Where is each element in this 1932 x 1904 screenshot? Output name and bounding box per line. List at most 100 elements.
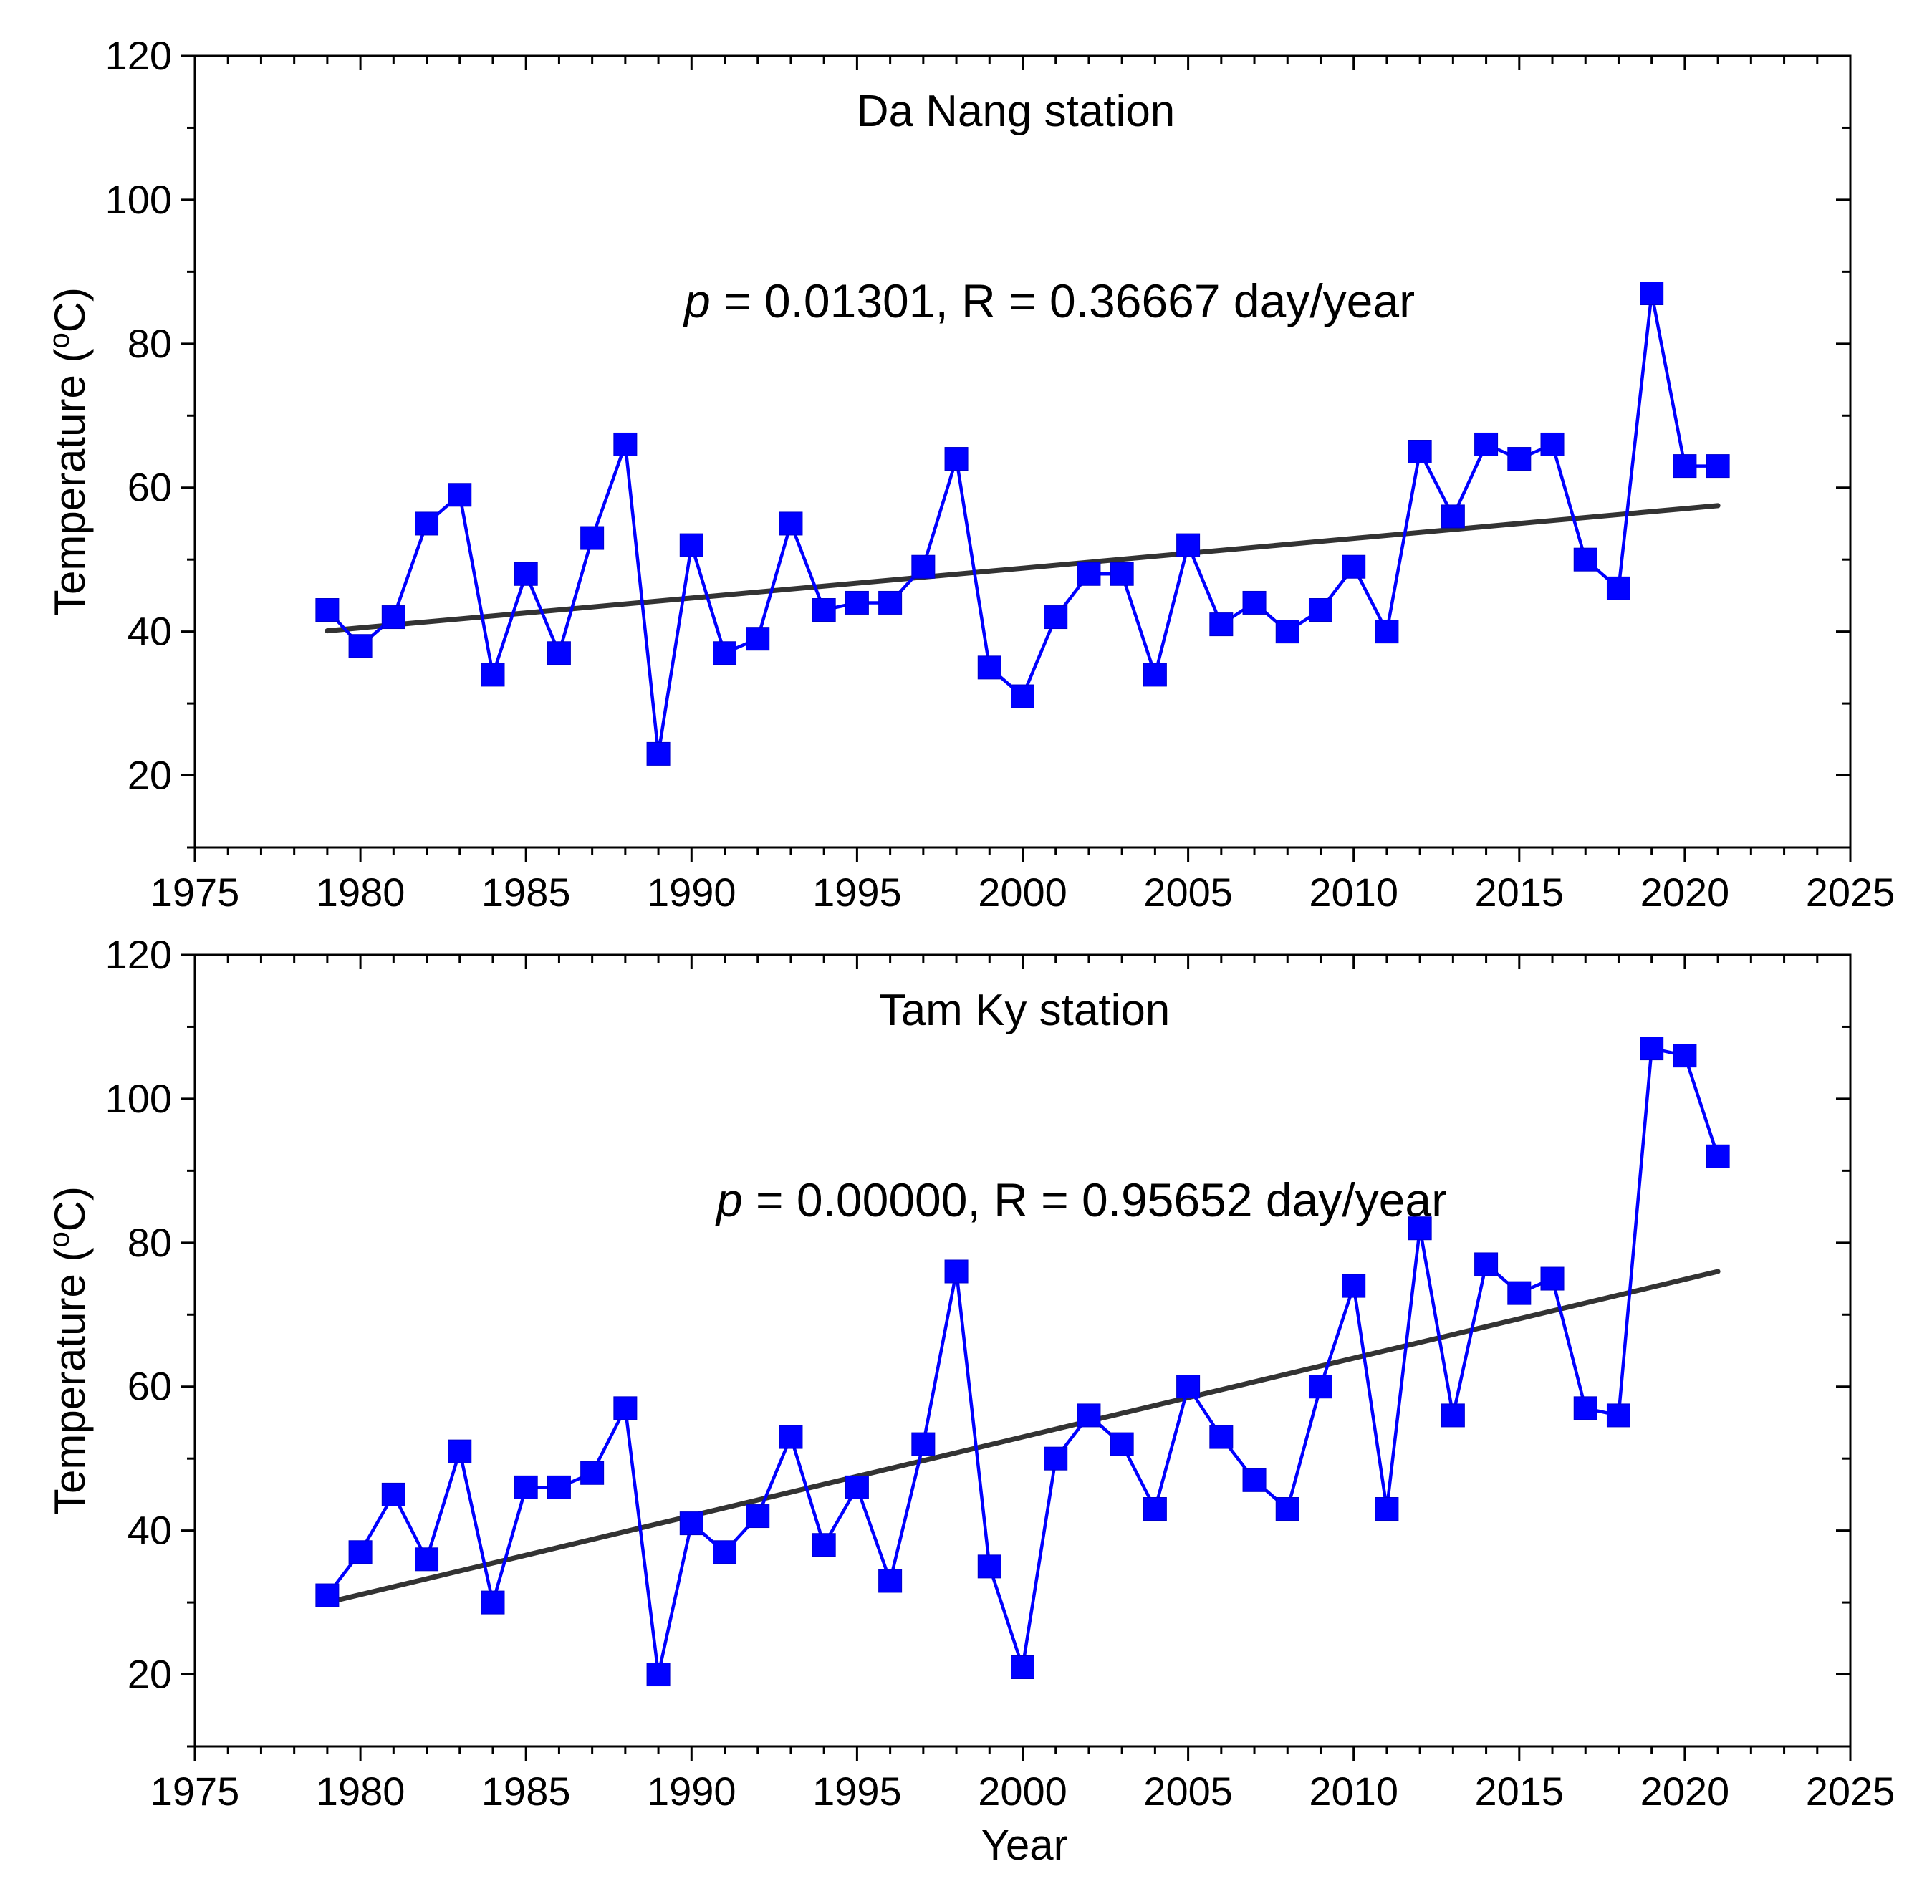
data-point [448, 1439, 472, 1463]
data-point [481, 1590, 505, 1615]
data-point [1474, 1252, 1499, 1276]
data-point [448, 483, 472, 507]
data-point [911, 1432, 936, 1456]
trend-series [325, 503, 1721, 634]
data-point [713, 1540, 737, 1564]
x-tick-label: 2005 [1143, 870, 1233, 915]
data-point [679, 533, 703, 557]
x-tick-label: 1995 [812, 1769, 902, 1814]
data-point [613, 1396, 638, 1420]
y-tick-label: 80 [128, 1220, 172, 1265]
observed-series [315, 1037, 1730, 1687]
data-point [878, 1569, 903, 1593]
data-point [812, 1533, 836, 1557]
x-tick-label: 1990 [647, 870, 736, 915]
data-point [1573, 1396, 1597, 1420]
data-point [1441, 1403, 1465, 1428]
y-axis-title-part: Temperature ( [46, 349, 94, 616]
x-tick-label: 2015 [1475, 870, 1565, 915]
data-point [944, 447, 969, 471]
data-point [1308, 1375, 1332, 1399]
data-point [646, 1663, 671, 1687]
data-point [1275, 1497, 1299, 1521]
data-point [1507, 447, 1532, 471]
data-point [1209, 1425, 1234, 1449]
data-point [1375, 620, 1399, 644]
data-point [1640, 282, 1664, 305]
degree-superscript: o [44, 332, 75, 348]
data-point [1110, 562, 1134, 586]
data-point [415, 511, 439, 536]
y-tick-label: 120 [105, 33, 172, 78]
data-point [1077, 562, 1101, 586]
y-tick-label: 100 [105, 177, 172, 222]
x-tick-label: 1985 [481, 1769, 571, 1814]
data-point [845, 1475, 869, 1499]
x-tick-label: 1975 [150, 870, 240, 915]
axis-ticks [181, 953, 1852, 1761]
panel-title: Da Nang station [857, 87, 1176, 136]
data-point [514, 1475, 538, 1499]
plot-frame [193, 54, 1852, 849]
data-point [1011, 1655, 1034, 1679]
x-tick-label: 2010 [1309, 870, 1398, 915]
y-tick-label: 60 [128, 1364, 172, 1409]
x-tick-label: 1990 [647, 1769, 736, 1814]
data-point [679, 1511, 703, 1536]
data-point [481, 663, 505, 687]
tick-labels: 1975 1980 1985 1990 1995 2000 2005 2010 2015 2020… [105, 932, 1895, 1814]
data-point [1606, 1403, 1630, 1428]
data-point [315, 598, 340, 622]
axis-ticks [181, 54, 1852, 862]
data-point [415, 1547, 439, 1572]
x-tick-label: 2005 [1143, 1769, 1233, 1814]
p-symbol: p [683, 274, 711, 327]
data-point [1408, 1216, 1432, 1241]
data-point [381, 1482, 405, 1506]
p-symbol: p [715, 1173, 743, 1226]
x-tick-label: 2020 [1640, 1769, 1730, 1814]
x-tick-label: 2025 [1806, 1769, 1895, 1814]
y-tick-label: 20 [128, 1652, 172, 1697]
y-tick-label: 60 [128, 465, 172, 510]
data-point [746, 1504, 770, 1529]
data-point [746, 627, 770, 651]
data-point [613, 432, 638, 456]
data-point [911, 554, 936, 579]
y-tick-label: 40 [128, 609, 172, 654]
y-tick-label: 20 [128, 753, 172, 798]
x-tick-label: 1985 [481, 870, 571, 915]
stats-text: = 0.00000, R = 0.95652 day/year [743, 1173, 1447, 1226]
x-axis-title: Year [981, 1821, 1067, 1869]
data-point [1441, 504, 1465, 529]
data-point [381, 605, 405, 630]
y-axis-title-part: C) [46, 287, 94, 332]
trend-series [325, 1269, 1721, 1605]
data-point [348, 634, 373, 658]
y-axis-title-part: Temperature ( [46, 1248, 94, 1515]
observed-series [315, 282, 1730, 766]
data-point [977, 1554, 1001, 1579]
y-tick-label: 120 [105, 932, 172, 977]
data-point [1375, 1497, 1399, 1521]
plot-frame [193, 953, 1852, 1748]
data-point [1275, 620, 1299, 644]
data-point [878, 590, 903, 615]
data-point [1242, 590, 1267, 615]
data-point [1408, 440, 1432, 463]
x-tick-label: 1975 [150, 1769, 240, 1814]
data-point [1077, 1403, 1101, 1428]
y-axis-title: Temperature (oC) [44, 1186, 94, 1515]
data-point [1209, 612, 1234, 637]
stats-annotation: p = 0.00000, R = 0.95652 day/year [715, 1173, 1447, 1226]
data-point [547, 641, 571, 665]
x-tick-label: 2020 [1640, 870, 1730, 915]
data-point [977, 655, 1001, 680]
data-point [580, 1461, 605, 1485]
data-point [514, 562, 538, 586]
data-point [1706, 454, 1730, 479]
data-point [646, 741, 671, 766]
observed-line [326, 1047, 1720, 1676]
x-tick-label: 2010 [1309, 1769, 1398, 1814]
data-point [1540, 1266, 1565, 1291]
